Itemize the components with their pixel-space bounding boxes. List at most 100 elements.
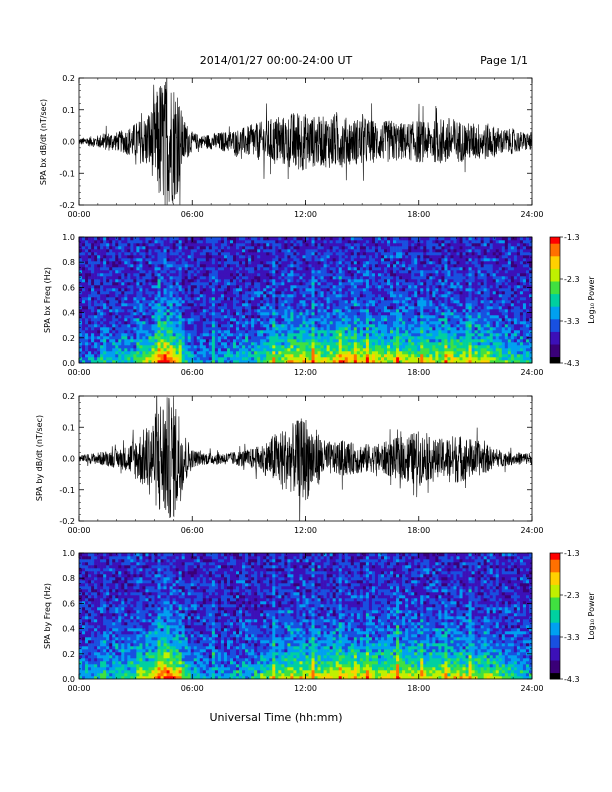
heatmap-cell [368, 249, 373, 253]
heatmap-cell [423, 348, 427, 352]
heatmap-cell [317, 360, 321, 364]
heatmap-cell [281, 270, 285, 274]
heatmap-cell [417, 309, 421, 313]
heatmap-cell [323, 276, 327, 280]
x-tick-label: 18:00 [407, 210, 430, 219]
heatmap-cell [142, 285, 146, 289]
heatmap-cell [97, 258, 101, 262]
heatmap-cell [272, 348, 276, 352]
heatmap-cell [190, 258, 195, 262]
heatmap-cell [281, 249, 285, 253]
heatmap-cell [79, 303, 83, 307]
heatmap-cell [305, 291, 309, 295]
heatmap-cell [178, 273, 182, 277]
heatmap-cell [275, 360, 279, 364]
heatmap-cell [287, 237, 291, 241]
heatmap-cell [133, 246, 137, 250]
heatmap-cell [396, 342, 400, 346]
heatmap-cell [263, 339, 267, 343]
heatmap-cell [311, 354, 315, 358]
heatmap-cell [420, 267, 424, 271]
heatmap-cell [205, 324, 210, 328]
heatmap-cell [426, 270, 430, 274]
heatmap-cell [172, 273, 176, 277]
heatmap-cell [130, 300, 134, 304]
heatmap-cell [160, 303, 164, 307]
heatmap-cell [196, 345, 201, 349]
heatmap-cell [384, 303, 388, 307]
heatmap-cell [236, 336, 240, 340]
heatmap-cell [284, 261, 288, 265]
heatmap-cell [136, 273, 140, 277]
heatmap-cell [299, 246, 303, 250]
heatmap-cell [377, 330, 382, 334]
heatmap-cell [181, 351, 185, 355]
heatmap-cell [148, 243, 152, 247]
heatmap-cell [199, 291, 204, 295]
heatmap-cell [193, 351, 198, 355]
heatmap-cell [103, 318, 107, 322]
heatmap-cell [302, 243, 306, 247]
heatmap-cell [127, 321, 131, 325]
heatmap-cell [350, 240, 355, 244]
heatmap-cell [109, 267, 113, 271]
heatmap-cell [257, 297, 261, 301]
heatmap-cell [384, 240, 388, 244]
heatmap-cell [290, 300, 294, 304]
heatmap-cell [299, 300, 303, 304]
heatmap-cell [121, 327, 125, 331]
heatmap-cell [211, 336, 216, 340]
heatmap-cell [248, 348, 252, 352]
heatmap-cell [323, 315, 327, 319]
heatmap-cell [417, 273, 421, 277]
heatmap-cell [299, 258, 303, 262]
heatmap-cell [341, 270, 346, 274]
heatmap-cell [396, 354, 400, 358]
heatmap-cell [374, 303, 379, 307]
heatmap-cell [365, 240, 370, 244]
heatmap-cell [202, 339, 207, 343]
heatmap-cell [157, 339, 161, 343]
heatmap-cell [130, 330, 134, 334]
heatmap-cell [317, 276, 321, 280]
heatmap-cell [275, 273, 279, 277]
heatmap-cell [166, 324, 170, 328]
heatmap-cell [257, 321, 261, 325]
heatmap-cell [172, 330, 176, 334]
heatmap-cell [299, 267, 303, 271]
heatmap-cell [408, 333, 412, 337]
heatmap-cell [103, 267, 107, 271]
heatmap-cell [154, 303, 158, 307]
heatmap-cell [399, 339, 403, 343]
heatmap-cell [266, 288, 270, 292]
heatmap-cell [145, 318, 149, 322]
heatmap-cell [384, 321, 388, 325]
heatmap-cell [142, 360, 146, 364]
heatmap-cell [408, 300, 412, 304]
heatmap-cell [402, 282, 406, 286]
heatmap-cell [196, 315, 201, 319]
heatmap-cell [133, 288, 137, 292]
heatmap-cell [154, 273, 158, 277]
heatmap-cell [184, 336, 189, 340]
heatmap-cell [393, 291, 397, 295]
heatmap-cell [405, 318, 409, 322]
heatmap-cell [136, 348, 140, 352]
heatmap-cell [94, 294, 98, 298]
heatmap-cell [384, 312, 388, 316]
heatmap-cell [199, 240, 204, 244]
heatmap-cell [329, 261, 333, 265]
heatmap-cell [233, 255, 237, 259]
heatmap-cell [136, 357, 140, 361]
heatmap-cell [396, 267, 400, 271]
heatmap-cell [359, 258, 364, 262]
heatmap-cell [145, 360, 149, 364]
heatmap-cell [396, 288, 400, 292]
heatmap-cell [350, 237, 355, 241]
heatmap-cell [245, 246, 249, 250]
heatmap-cell [365, 300, 370, 304]
heatmap-cell [127, 357, 131, 361]
heatmap-cell [332, 294, 336, 298]
heatmap-cell [178, 351, 182, 355]
heatmap-cell [368, 303, 373, 307]
